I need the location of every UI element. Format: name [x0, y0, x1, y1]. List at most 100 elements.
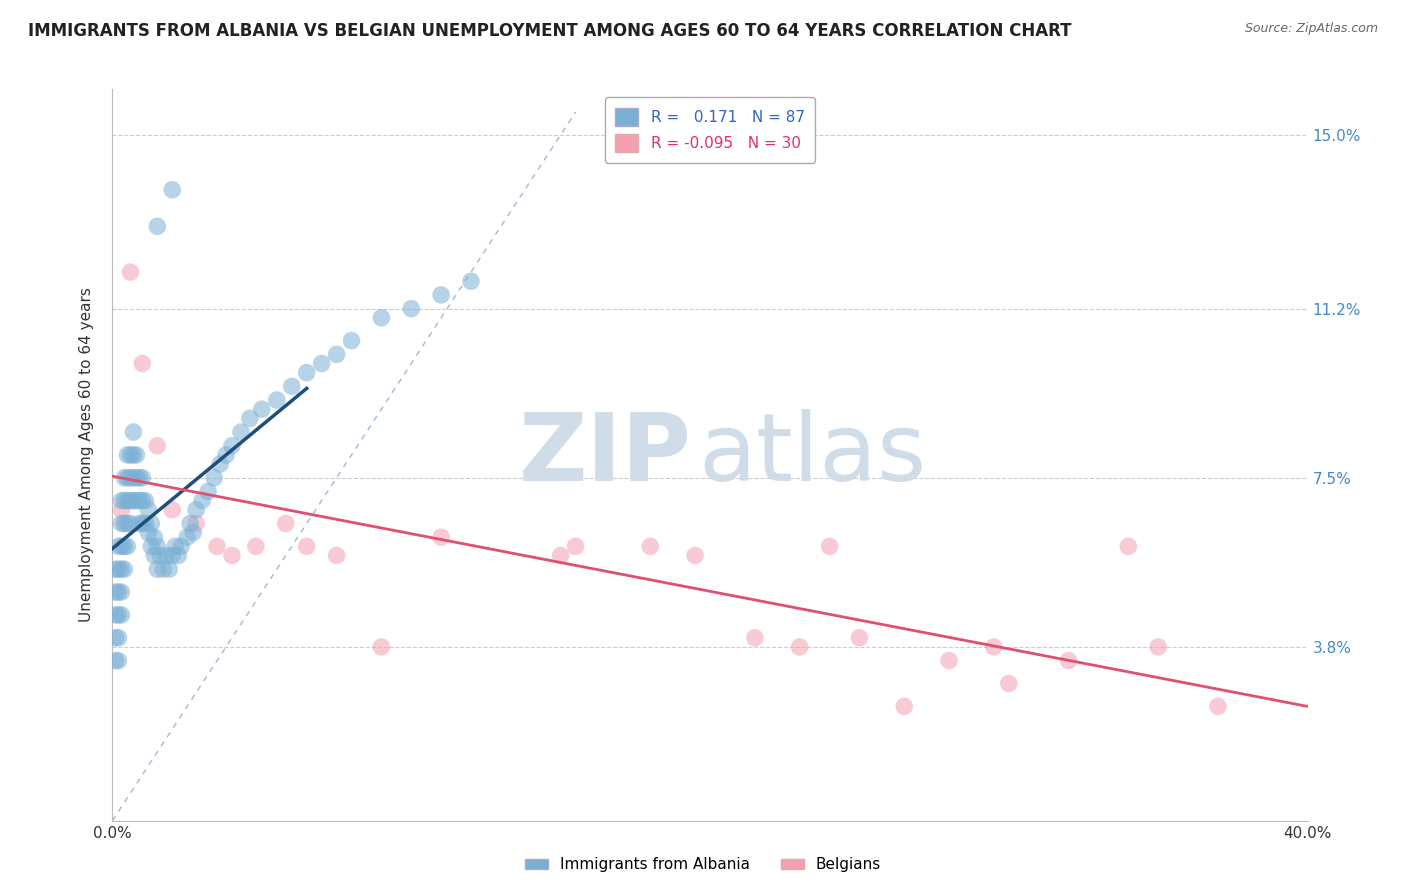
- Point: [170, 539, 193, 553]
- Point: [125, 493, 148, 508]
- Point: [460, 274, 482, 288]
- Point: [239, 411, 262, 425]
- Point: [117, 539, 139, 553]
- Point: [141, 516, 163, 531]
- Point: [155, 549, 177, 563]
- Point: [162, 549, 183, 563]
- Point: [122, 493, 145, 508]
- Point: [122, 448, 145, 462]
- Point: [1206, 699, 1229, 714]
- Point: [110, 503, 132, 517]
- Point: [120, 516, 142, 531]
- Point: [311, 356, 333, 371]
- Point: [107, 585, 129, 599]
- Point: [221, 549, 243, 563]
- Point: [114, 562, 135, 576]
- Point: [134, 516, 156, 531]
- Point: [295, 539, 318, 553]
- Point: [245, 539, 267, 553]
- Point: [274, 516, 297, 531]
- Point: [143, 549, 166, 563]
- Point: [401, 301, 423, 316]
- Point: [104, 585, 127, 599]
- Point: [120, 448, 142, 462]
- Point: [370, 640, 392, 654]
- Point: [215, 448, 238, 462]
- Point: [221, 439, 243, 453]
- Text: IMMIGRANTS FROM ALBANIA VS BELGIAN UNEMPLOYMENT AMONG AGES 60 TO 64 YEARS CORREL: IMMIGRANTS FROM ALBANIA VS BELGIAN UNEMP…: [28, 22, 1071, 40]
- Point: [117, 448, 139, 462]
- Point: [134, 493, 156, 508]
- Point: [370, 310, 392, 325]
- Text: Source: ZipAtlas.com: Source: ZipAtlas.com: [1244, 22, 1378, 36]
- Point: [186, 516, 208, 531]
- Point: [162, 503, 183, 517]
- Point: [114, 471, 135, 485]
- Point: [122, 425, 145, 439]
- Point: [186, 503, 208, 517]
- Point: [998, 676, 1021, 690]
- Point: [104, 654, 127, 668]
- Point: [179, 516, 201, 531]
- Point: [325, 549, 347, 563]
- Point: [146, 562, 169, 576]
- Point: [152, 562, 174, 576]
- Point: [281, 379, 304, 393]
- Point: [107, 539, 129, 553]
- Text: ZIP: ZIP: [519, 409, 692, 501]
- Point: [340, 334, 363, 348]
- Point: [149, 549, 172, 563]
- Point: [181, 525, 204, 540]
- Legend: Immigrants from Albania, Belgians: Immigrants from Albania, Belgians: [517, 849, 889, 880]
- Point: [107, 631, 129, 645]
- Point: [162, 183, 183, 197]
- Point: [138, 525, 160, 540]
- Point: [430, 288, 453, 302]
- Point: [120, 493, 142, 508]
- Point: [146, 439, 169, 453]
- Point: [983, 640, 1005, 654]
- Point: [295, 366, 318, 380]
- Point: [117, 516, 139, 531]
- Point: [114, 516, 135, 531]
- Point: [131, 493, 153, 508]
- Point: [114, 539, 135, 553]
- Point: [120, 471, 142, 485]
- Point: [128, 493, 150, 508]
- Point: [104, 562, 127, 576]
- Y-axis label: Unemployment Among Ages 60 to 64 years: Unemployment Among Ages 60 to 64 years: [79, 287, 94, 623]
- Point: [125, 448, 148, 462]
- Point: [131, 516, 153, 531]
- Point: [110, 539, 132, 553]
- Point: [818, 539, 841, 553]
- Point: [131, 471, 153, 485]
- Point: [789, 640, 811, 654]
- Point: [107, 607, 129, 622]
- Point: [107, 562, 129, 576]
- Point: [125, 471, 148, 485]
- Point: [143, 530, 166, 544]
- Text: atlas: atlas: [699, 409, 927, 501]
- Point: [229, 425, 252, 439]
- Point: [165, 539, 187, 553]
- Point: [146, 539, 169, 553]
- Point: [110, 607, 132, 622]
- Point: [114, 493, 135, 508]
- Point: [205, 539, 228, 553]
- Point: [122, 471, 145, 485]
- Point: [176, 530, 198, 544]
- Point: [202, 471, 225, 485]
- Point: [1057, 654, 1080, 668]
- Point: [938, 654, 960, 668]
- Point: [564, 539, 586, 553]
- Point: [1118, 539, 1140, 553]
- Point: [107, 654, 129, 668]
- Point: [141, 539, 163, 553]
- Point: [209, 457, 232, 471]
- Point: [104, 631, 127, 645]
- Legend: R =   0.171   N = 87, R = -0.095   N = 30: R = 0.171 N = 87, R = -0.095 N = 30: [605, 97, 815, 163]
- Point: [550, 549, 572, 563]
- Point: [167, 549, 190, 563]
- Point: [117, 493, 139, 508]
- Point: [1147, 640, 1170, 654]
